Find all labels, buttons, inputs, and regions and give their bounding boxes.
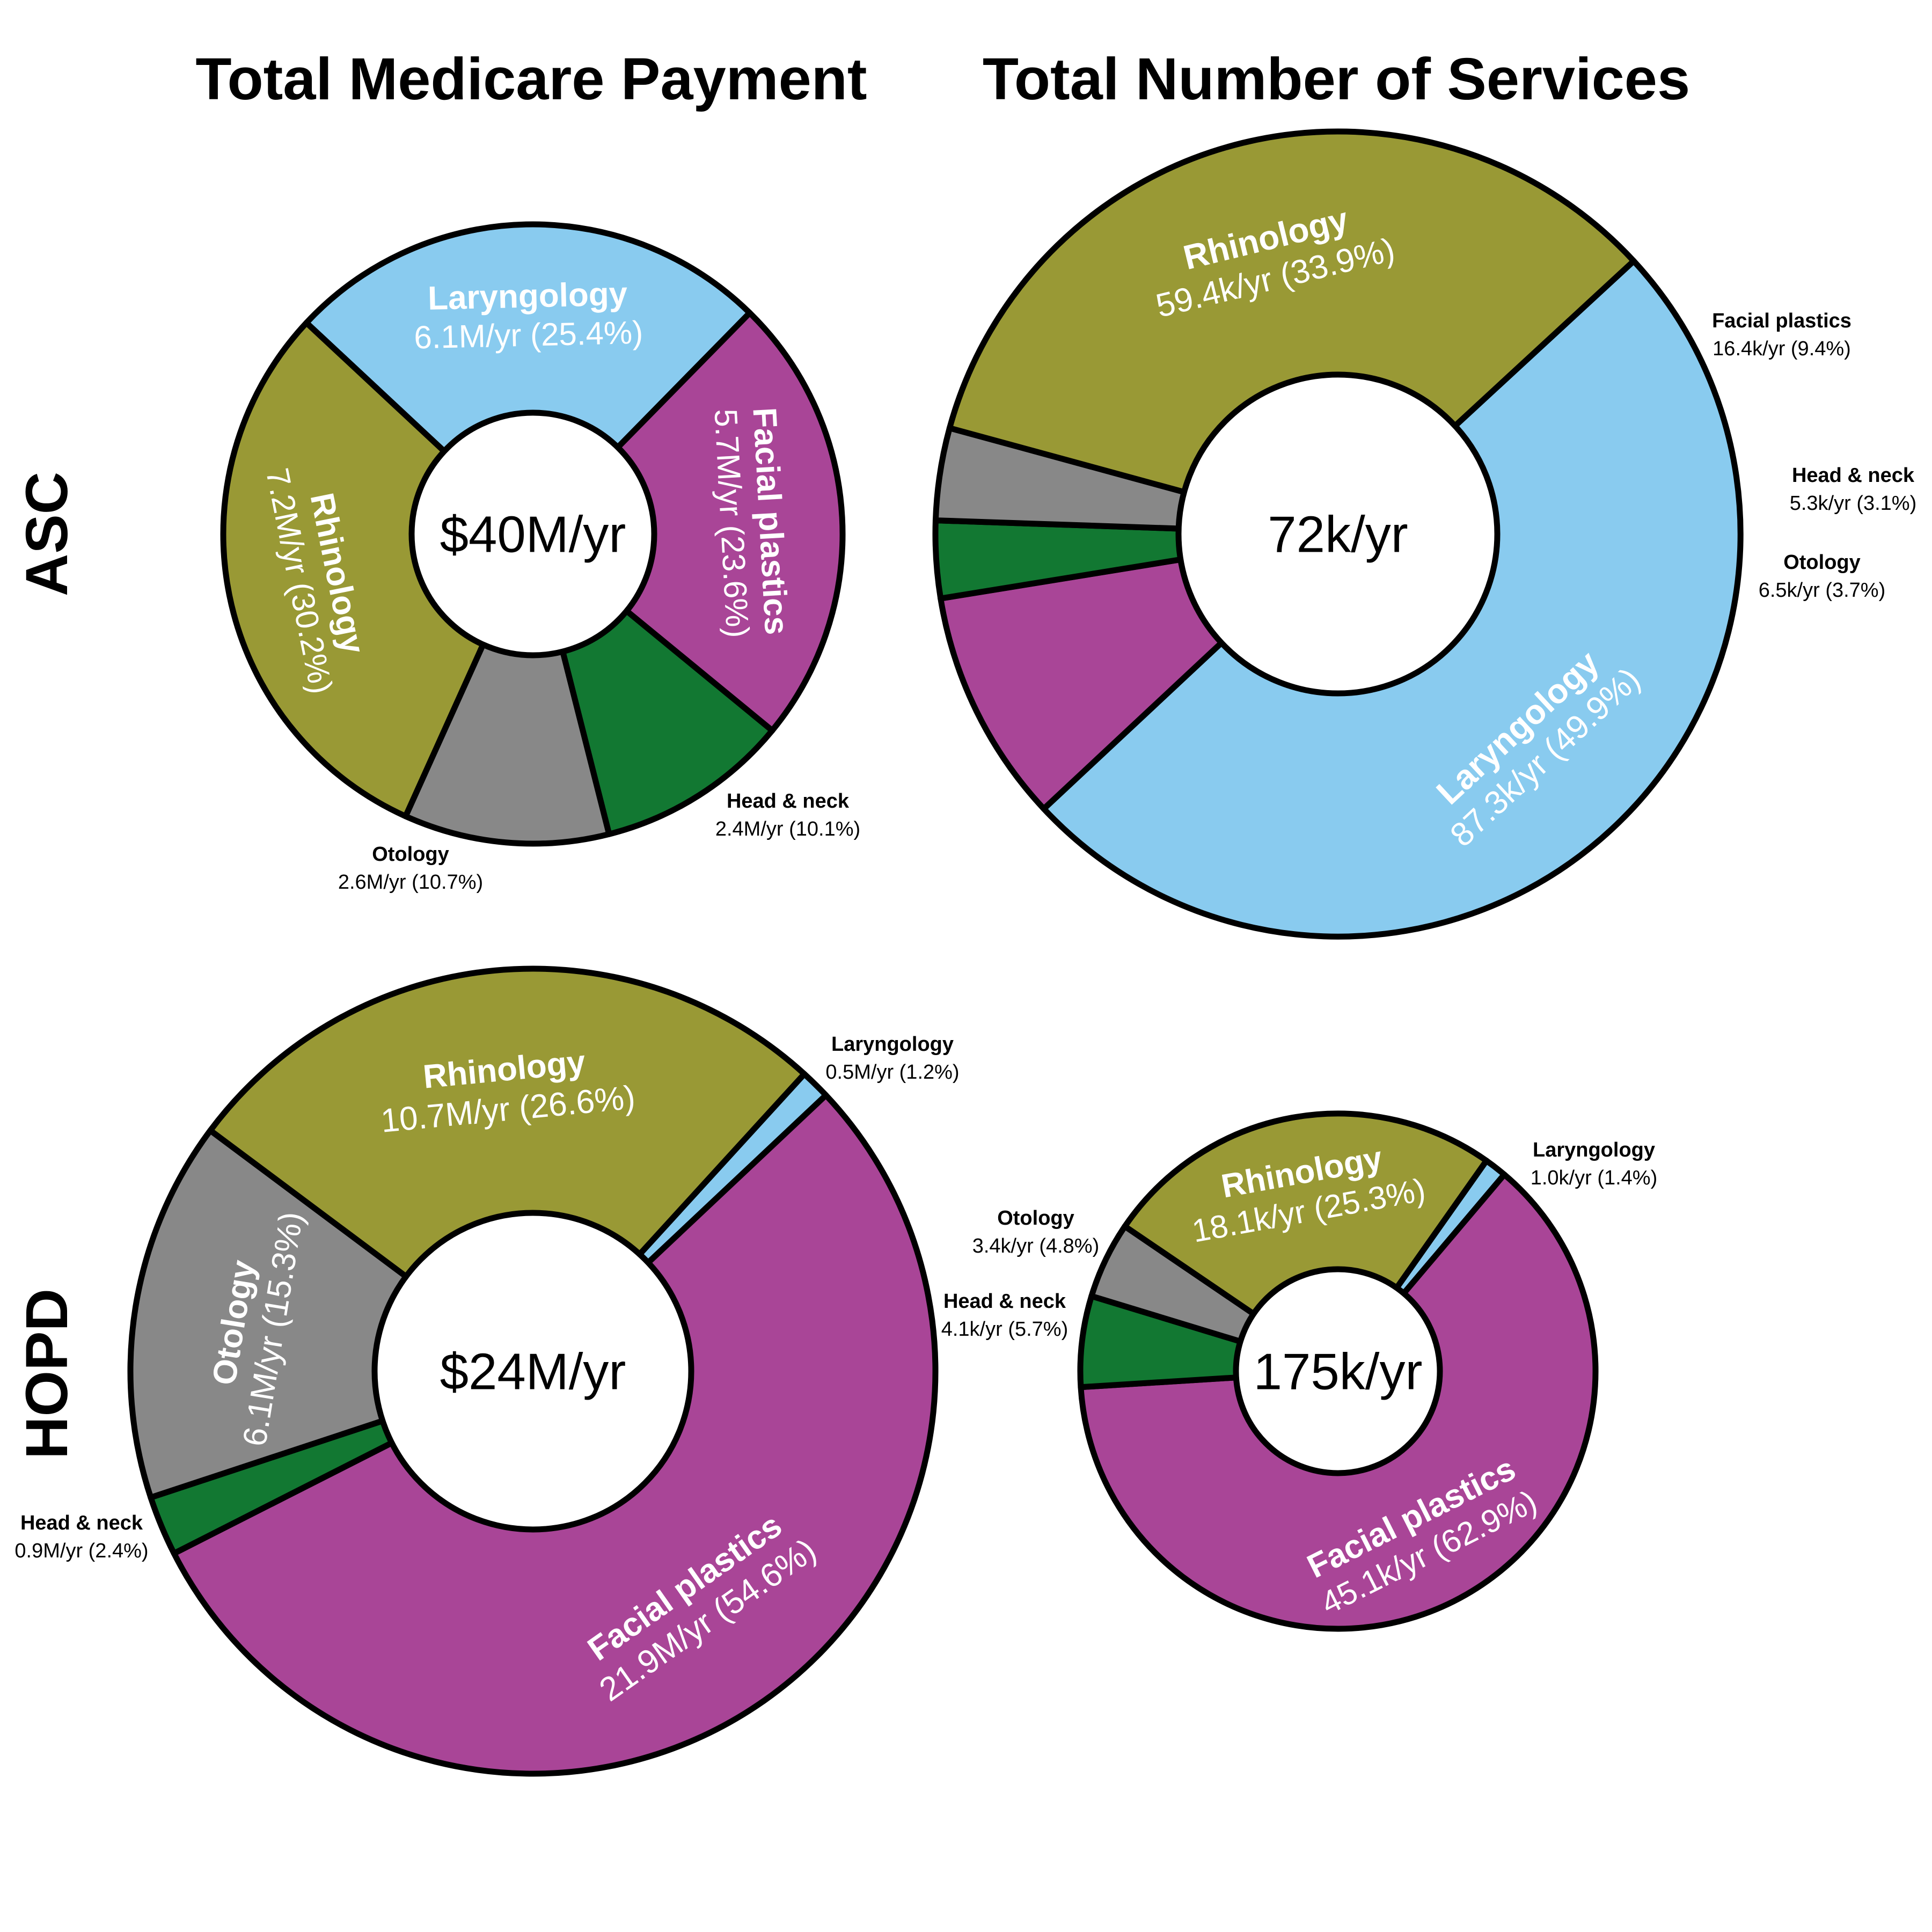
slice-laryngology xyxy=(303,221,753,537)
slice-label-head-and-neck: Head & neck 2.4M/yr (10.1%) xyxy=(715,790,860,840)
slice-label-value: 4.1k/yr (5.7%) xyxy=(941,1318,1069,1341)
row-title-hopd: HOPD xyxy=(14,1289,80,1459)
slice-label-name: Head & neck xyxy=(1792,464,1915,487)
slice-facial-plastics xyxy=(530,310,846,734)
slice-rhinology xyxy=(207,965,808,1374)
slice-rhinology xyxy=(946,128,1637,537)
slice-label-name: Facial plastics xyxy=(1712,310,1851,332)
row-title-asc: ASC xyxy=(14,472,80,596)
slice-label-name: Head & neck xyxy=(20,1512,143,1534)
slice-label-laryngology: Laryngology 0.5M/yr (1.2%) xyxy=(825,1033,959,1084)
slice-label-head-and-neck: Head & neck 5.3k/yr (3.1%) xyxy=(1790,464,1917,515)
center-total-label: $24M/yr xyxy=(440,1343,626,1401)
column-title-services: Total Number of Services xyxy=(983,46,1690,112)
center-total-label: 175k/yr xyxy=(1254,1343,1423,1401)
donut-hole xyxy=(1175,371,1501,697)
slice-label-value: 0.9M/yr (2.4%) xyxy=(14,1540,148,1562)
slice-rhinology xyxy=(1122,1110,1490,1374)
slice-label-head-and-neck: Head & neck 4.1k/yr (5.7%) xyxy=(941,1290,1069,1341)
slice-label-value: 2.4M/yr (10.1%) xyxy=(715,818,860,840)
donut-hole xyxy=(371,1210,694,1533)
slice-label-value: 2.6M/yr (10.7%) xyxy=(338,871,483,894)
center-total-label: 72k/yr xyxy=(1268,506,1408,564)
slice-label-otology: Otology 2.6M/yr (10.7%) xyxy=(338,843,483,894)
slice-label-facial-plastics: Facial plastics 16.4k/yr (9.4%) xyxy=(1712,310,1851,360)
column-title-payment: Total Medicare Payment xyxy=(195,46,867,112)
slice-label-name: Head & neck xyxy=(943,1290,1066,1313)
center-total-label: $40M/yr xyxy=(440,506,626,564)
slice-label-name: Otology xyxy=(1783,551,1861,574)
slice-label-name: Laryngology xyxy=(831,1033,954,1056)
slice-label-head-and-neck: Head & neck 0.9M/yr (2.4%) xyxy=(14,1512,148,1562)
slice-label-value: 0.5M/yr (1.2%) xyxy=(825,1061,959,1084)
slice-label-value: 5.3k/yr (3.1%) xyxy=(1790,492,1917,515)
slice-label-value: 1.0k/yr (1.4%) xyxy=(1531,1167,1658,1189)
donut-hole xyxy=(408,409,657,658)
slice-label-name: Laryngology xyxy=(1533,1139,1655,1161)
slice-label-value: 16.4k/yr (9.4%) xyxy=(1713,338,1851,360)
slice-label-value: 6.5k/yr (3.7%) xyxy=(1759,579,1886,602)
slice-label-otology: Otology 6.5k/yr (3.7%) xyxy=(1759,551,1886,602)
slice-label-value: 6.1M/yr (25.4%) xyxy=(414,314,643,356)
slice-label-name: Otology xyxy=(997,1207,1074,1230)
slice-otology xyxy=(127,1127,536,1501)
slice-label-otology: Otology 3.4k/yr (4.8%) xyxy=(972,1207,1100,1257)
slice-otology xyxy=(402,531,612,847)
slice-label-name: Laryngology xyxy=(427,275,628,317)
slice-label-value: 3.4k/yr (4.8%) xyxy=(972,1235,1100,1257)
slice-label-laryngology: Laryngology 1.0k/yr (1.4%) xyxy=(1531,1139,1658,1189)
donut-hole xyxy=(1233,1266,1443,1476)
slice-rhinology xyxy=(220,319,536,819)
slice-label-name: Head & neck xyxy=(727,790,850,813)
slice-label-name: Otology xyxy=(372,843,449,866)
